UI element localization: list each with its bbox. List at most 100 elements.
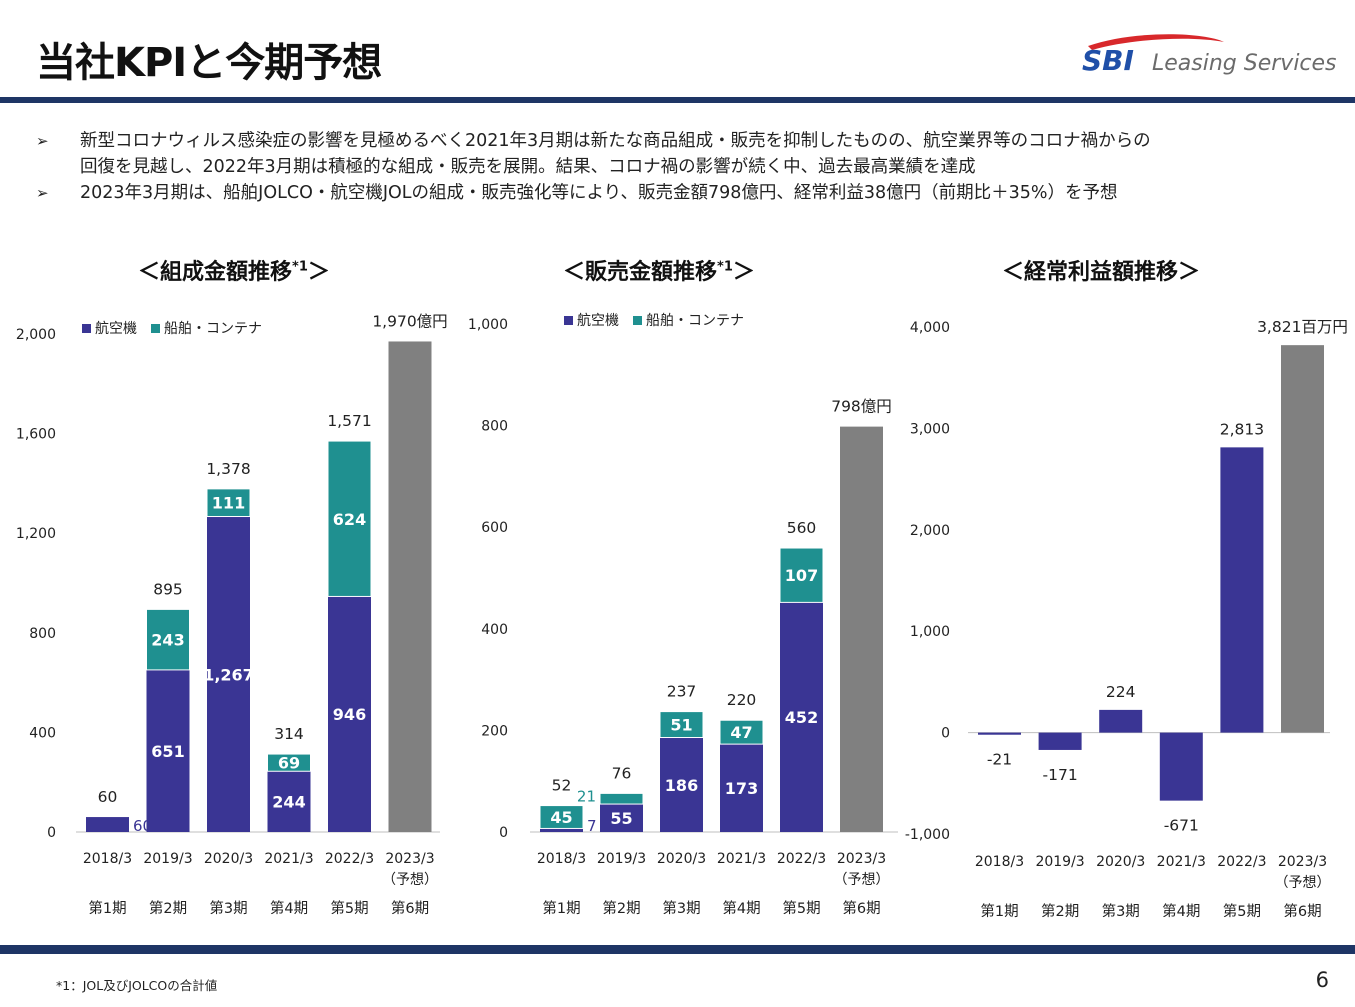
forecast-note-label: （予想）: [382, 872, 438, 888]
y-tick-label: 4,000: [910, 320, 950, 336]
x-tick-label: 2023/3: [385, 851, 434, 867]
total-label: 237: [667, 683, 697, 701]
x-tick-label: 2018/3: [975, 854, 1024, 870]
ship-value-label: 107: [785, 566, 818, 585]
x-tick-label: 2020/3: [1096, 854, 1145, 870]
logo-swoosh: [1088, 34, 1224, 50]
logo-text: Leasing Services: [1152, 51, 1337, 76]
ship-bar: [659, 711, 704, 739]
period-label: 第1期: [542, 899, 580, 917]
bullet-line: 回復を見越し、2022年3月期は積極的な組成・販売を展開。結果、コロナ禍の影響が…: [36, 154, 1336, 180]
total-label: 220: [727, 691, 757, 709]
x-tick-label: 2023/3: [1278, 854, 1327, 870]
total-label: 314: [274, 725, 304, 743]
ship-value-label: 69: [278, 754, 300, 773]
y-tick-label: 0: [941, 726, 950, 742]
y-tick-label: 800: [481, 419, 508, 435]
aircraft-value-label: 1,267: [203, 665, 254, 684]
chart-title-sales: ＜販売金額推移*1＞: [563, 259, 755, 285]
x-tick-label: 2021/3: [717, 851, 766, 867]
x-tick-label: 2022/3: [325, 851, 374, 867]
ship-bar: [719, 719, 764, 745]
bullet-arrow-icon: ➢: [36, 184, 49, 202]
x-tick-label: 2020/3: [657, 851, 706, 867]
aircraft-value-label: 55: [610, 809, 632, 828]
period-label: 第2期: [149, 899, 187, 917]
value-label: 3,821百万円: [1257, 318, 1348, 336]
legend-swatch: [82, 324, 91, 333]
ordinary-profit-chart: -1,000 0 1,000 2,000 3,000 4,000 -21 2018/3 第1期 -…: [905, 318, 1348, 920]
total-label: 1,571: [327, 412, 371, 430]
ship-value-label: 21: [577, 787, 596, 805]
aircraft-value-label: 244: [272, 793, 305, 812]
aircraft-bar: [207, 516, 250, 832]
legend-swatch: [633, 316, 642, 325]
profit-bar: [1220, 447, 1264, 733]
footer-rule: [0, 945, 1355, 954]
period-label: 第4期: [722, 899, 760, 917]
aircraft-bar: [267, 771, 311, 832]
y-tick-label: 400: [481, 622, 508, 638]
chart-title-composition: ＜組成金額推移*1＞: [138, 259, 330, 285]
x-tick-label: 2022/3: [1217, 854, 1266, 870]
value-label: -671: [1164, 817, 1199, 835]
x-tick-label: 2018/3: [537, 851, 586, 867]
x-tick-label: 2019/3: [143, 851, 192, 867]
period-label: 第3期: [209, 899, 247, 917]
legend-label: 航空機: [95, 321, 137, 337]
y-tick-label: 800: [29, 626, 56, 642]
ship-value-label: 243: [151, 631, 184, 650]
aircraft-bar: [600, 804, 643, 832]
legend-swatch: [151, 324, 160, 333]
bullet-text: 回復を見越し、2022年3月期は積極的な組成・販売を展開。結果、コロナ禍の影響が…: [80, 157, 976, 177]
period-label: 第1期: [980, 902, 1018, 920]
profit-bar: [1159, 732, 1203, 801]
x-tick-label: 2021/3: [264, 851, 313, 867]
x-tick-label: 2019/3: [1035, 854, 1084, 870]
legend-swatch: [564, 316, 573, 325]
period-label: 第5期: [1223, 902, 1261, 920]
period-label: 第4期: [270, 899, 308, 917]
x-tick-label: 2022/3: [777, 851, 826, 867]
aircraft-value-label: 651: [151, 742, 184, 761]
ship-value-label: 111: [212, 494, 245, 513]
ship-value-label: 45: [550, 808, 572, 827]
y-tick-label: 1,600: [16, 427, 56, 443]
y-tick-label: 0: [47, 825, 56, 841]
profit-bar: [978, 732, 1021, 735]
y-tick-label: 200: [481, 723, 508, 739]
total-label: 52: [552, 777, 572, 795]
period-label: 第3期: [662, 899, 700, 917]
aircraft-value-label: 173: [725, 779, 758, 798]
x-tick-label: 2023/3: [837, 851, 886, 867]
x-tick-label: 2019/3: [597, 851, 646, 867]
period-label: 第6期: [391, 899, 429, 917]
period-label: 第2期: [602, 899, 640, 917]
profit-bar: [1099, 709, 1143, 733]
chart-title-ordinary-profit: ＜経常利益額推移＞: [1002, 260, 1201, 285]
value-label: 224: [1106, 683, 1136, 701]
footnote: *1：JOL及びJOLCOの合計値: [56, 978, 218, 993]
ship-bar: [267, 753, 311, 772]
value-label: 2,813: [1220, 420, 1264, 438]
x-tick-label: 2021/3: [1157, 854, 1206, 870]
ship-bar: [146, 608, 190, 671]
period-label: 第4期: [1162, 902, 1200, 920]
ship-value-label: 624: [333, 510, 366, 529]
period-label: 第3期: [1102, 902, 1140, 920]
aircraft-bar: [328, 596, 371, 832]
forecast-note-label: （予想）: [1275, 875, 1331, 891]
summary-bullets: ➢ 新型コロナウィルス感染症の影響を見極めるべく2021年3月期は新たな商品組成・…: [36, 128, 1336, 206]
page-title: 当社KPIと今期予想: [36, 40, 382, 86]
forecast-bar: [1281, 345, 1324, 733]
total-label: 60: [98, 788, 118, 806]
total-label: 798億円: [831, 398, 892, 416]
ship-bar: [599, 792, 644, 805]
bullet-line: ➢ 2023年3月期は、船舶JOLCO・航空機JOLの組成・販売強化等により、販売…: [36, 180, 1336, 206]
logo-mark: SBI: [1082, 44, 1134, 77]
period-label: 第1期: [88, 899, 126, 917]
ship-bar: [779, 547, 824, 603]
period-label: 第6期: [1283, 902, 1321, 920]
total-label: 76: [612, 764, 632, 782]
